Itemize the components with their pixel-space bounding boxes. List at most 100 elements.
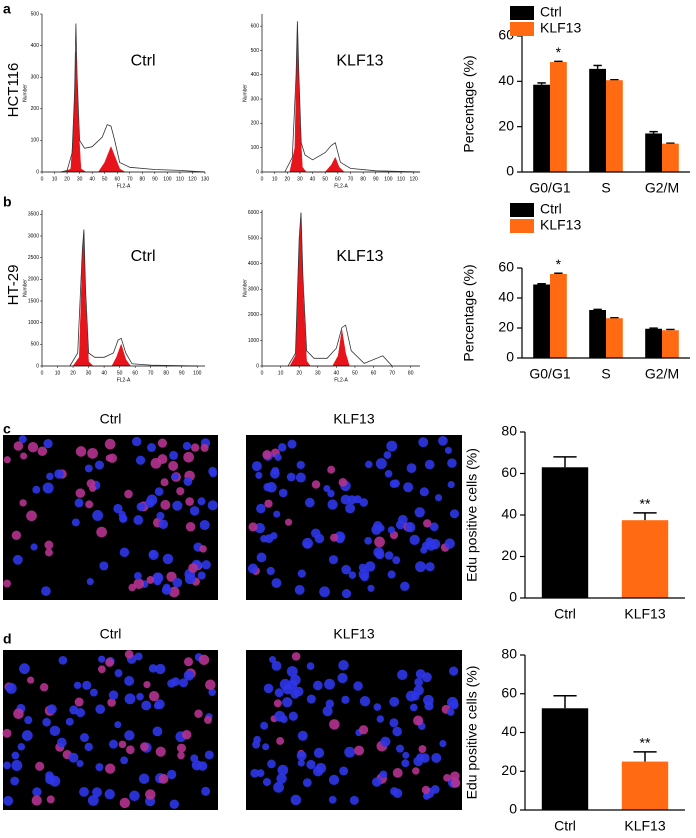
x-tick-label: 60 (371, 370, 377, 376)
y-tick-label: 60 (501, 464, 517, 480)
cell (297, 569, 306, 578)
cell (256, 503, 266, 514)
x-tick-label: 70 (148, 370, 154, 376)
y-tick-label: 40 (501, 506, 517, 522)
cell (160, 499, 171, 510)
y-tick-label: 400 (251, 72, 260, 78)
legend-label: KLF13 (540, 20, 581, 36)
cell (134, 572, 142, 580)
cell (306, 694, 316, 704)
cell (158, 773, 169, 784)
cell (89, 484, 97, 492)
cell (273, 699, 282, 708)
panel-letter: a (3, 1, 11, 17)
y-tick-label: 600 (251, 23, 260, 29)
x-tick-label: 30 (315, 370, 321, 376)
cell (367, 584, 375, 592)
bar (541, 708, 589, 810)
cell (248, 522, 258, 532)
cell (439, 739, 447, 748)
cell (280, 715, 288, 724)
cell (286, 666, 298, 678)
cell (190, 754, 199, 763)
y-axis-label: Number (22, 279, 28, 297)
cell (124, 730, 135, 741)
y-tick-label: 0 (506, 349, 514, 365)
cell (376, 715, 385, 723)
cell (416, 753, 425, 762)
cell (313, 747, 325, 758)
cell (31, 795, 42, 806)
cell (345, 503, 356, 514)
x-tick-label: 90 (179, 370, 185, 376)
cell (37, 446, 48, 457)
x-axis-label: FL2-A (117, 183, 131, 189)
image-background (3, 650, 218, 810)
cell (288, 711, 298, 721)
cell (389, 696, 400, 707)
y-axis-label: Percentage (%) (461, 55, 477, 152)
cell (296, 750, 307, 761)
x-tick-label: 10 (278, 370, 284, 376)
cell (84, 742, 93, 752)
x-tick-label: 30 (77, 176, 83, 182)
cell (108, 739, 118, 749)
cell (133, 515, 144, 525)
x-tick-label: 10 (272, 176, 278, 182)
cell (183, 477, 193, 486)
bar (621, 520, 669, 598)
image-caption: Ctrl (100, 626, 122, 642)
cell (338, 660, 349, 671)
legend-swatch (510, 219, 534, 233)
y-tick-label: 3000 (248, 287, 259, 293)
cell (56, 737, 67, 748)
cell (294, 584, 305, 595)
annotation: Ctrl (131, 53, 156, 70)
cell (277, 443, 287, 452)
cell (267, 759, 276, 769)
bar (645, 133, 662, 172)
y-tick-label: 0 (509, 801, 517, 817)
cell (397, 669, 408, 681)
cell (296, 460, 305, 470)
cell (413, 715, 424, 726)
cell (201, 786, 211, 796)
y-tick-label: 500 (251, 48, 260, 54)
cell (153, 577, 162, 586)
cell (107, 698, 116, 707)
cell (359, 498, 369, 507)
y-tick-label: 80 (501, 423, 517, 439)
cell (75, 446, 87, 457)
cell (204, 716, 212, 724)
cell (21, 730, 33, 741)
cell (392, 556, 401, 565)
annotation: Ctrl (131, 248, 156, 265)
x-tick-label: 90 (152, 176, 158, 182)
cell (171, 677, 180, 687)
legend-label: Ctrl (540, 4, 562, 20)
cell (262, 450, 272, 460)
cell (96, 526, 107, 538)
cell (43, 439, 53, 449)
cell (168, 586, 180, 598)
y-tick-label: 0 (36, 169, 39, 175)
cell (250, 768, 260, 778)
y-tick-label: 1500 (28, 298, 39, 304)
cell (418, 437, 429, 448)
cell (420, 546, 428, 554)
cell (46, 795, 55, 804)
cell (447, 458, 457, 468)
cell (24, 716, 33, 725)
x-tick-label: 40 (310, 176, 316, 182)
cell (182, 730, 192, 740)
y-axis-label: Percentage (%) (461, 264, 477, 361)
annotation: KLF13 (336, 248, 383, 265)
cell (2, 728, 12, 738)
cell (323, 484, 331, 493)
cell (263, 482, 273, 492)
y-tick-label: 0 (256, 169, 259, 175)
cell (387, 570, 396, 579)
cell (429, 538, 441, 550)
cell (364, 536, 372, 545)
cell (384, 551, 394, 560)
